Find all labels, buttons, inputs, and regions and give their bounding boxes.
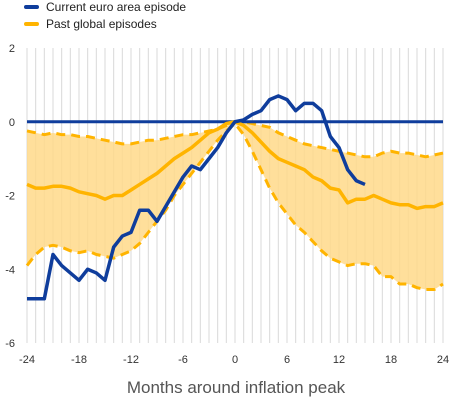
series-layer bbox=[25, 94, 444, 301]
legend-label-past: Past global episodes bbox=[46, 17, 157, 31]
x-tick-label: -12 bbox=[123, 354, 139, 366]
x-tick-label: -6 bbox=[178, 354, 188, 366]
past-episodes-lower-bound bbox=[25, 122, 444, 292]
band-layer bbox=[27, 121, 443, 290]
x-tick-label: -24 bbox=[19, 354, 35, 366]
past-episodes-band bbox=[27, 121, 443, 290]
legend: Current euro area episode Past global ep… bbox=[24, 0, 186, 31]
legend-label-current: Current euro area episode bbox=[46, 0, 186, 14]
x-axis-ticks: -24 -18 -12 -6 0 6 12 18 24 bbox=[19, 354, 449, 366]
x-tick-label: 6 bbox=[284, 354, 290, 366]
x-axis-title: Months around inflation peak bbox=[127, 378, 346, 397]
y-tick-label: -6 bbox=[5, 338, 15, 350]
y-tick-label: -2 bbox=[5, 191, 15, 203]
current-euro-area-line bbox=[27, 94, 366, 301]
x-tick-label: -18 bbox=[71, 354, 87, 366]
y-axis-ticks: -6 -4 -2 0 2 bbox=[5, 43, 15, 350]
y-tick-label: 0 bbox=[9, 117, 15, 129]
x-tick-label: 0 bbox=[232, 354, 238, 366]
y-tick-label: 2 bbox=[9, 43, 15, 55]
y-tick-label: -4 bbox=[5, 264, 15, 276]
x-tick-label: 24 bbox=[437, 354, 449, 366]
x-tick-label: 12 bbox=[333, 354, 345, 366]
x-tick-label: 18 bbox=[385, 354, 397, 366]
